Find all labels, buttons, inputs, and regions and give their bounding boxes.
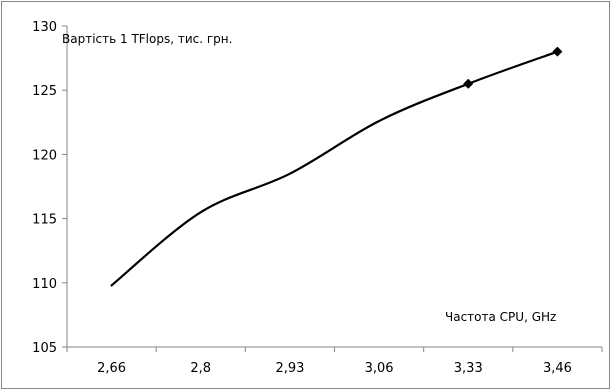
x-axis-label: Частота CPU, GHz: [445, 310, 556, 324]
y-tick-label: 120: [32, 148, 57, 163]
y-tick-label: 110: [32, 277, 57, 292]
x-tick-label: 2,8: [190, 361, 211, 376]
axes: 105 110 115 120 125 130 2,66 2,8 2,93 3,06 3,33 3,…: [32, 20, 603, 376]
y-axis-ticks: 105 110 115 120 125 130: [32, 20, 67, 356]
data-point-marker: [463, 78, 474, 89]
x-tick-label: 2,93: [275, 361, 304, 376]
series-markers: [463, 46, 563, 89]
y-tick-label: 130: [32, 20, 57, 35]
y-tick-label: 125: [32, 84, 57, 99]
data-point-marker: [552, 46, 563, 57]
y-tick-label: 105: [32, 341, 57, 356]
chart-title: Вартість 1 TFlops, тис. грн.: [62, 32, 232, 46]
y-tick-label: 115: [32, 213, 57, 228]
x-tick-label: 3,46: [543, 361, 572, 376]
series-line: [110, 50, 559, 287]
x-tick-label: 2,66: [97, 361, 126, 376]
x-axis-ticks: 2,66 2,8 2,93 3,06 3,33 3,46: [66, 347, 603, 376]
x-tick-label: 3,33: [454, 361, 483, 376]
x-tick-label: 3,06: [365, 361, 394, 376]
